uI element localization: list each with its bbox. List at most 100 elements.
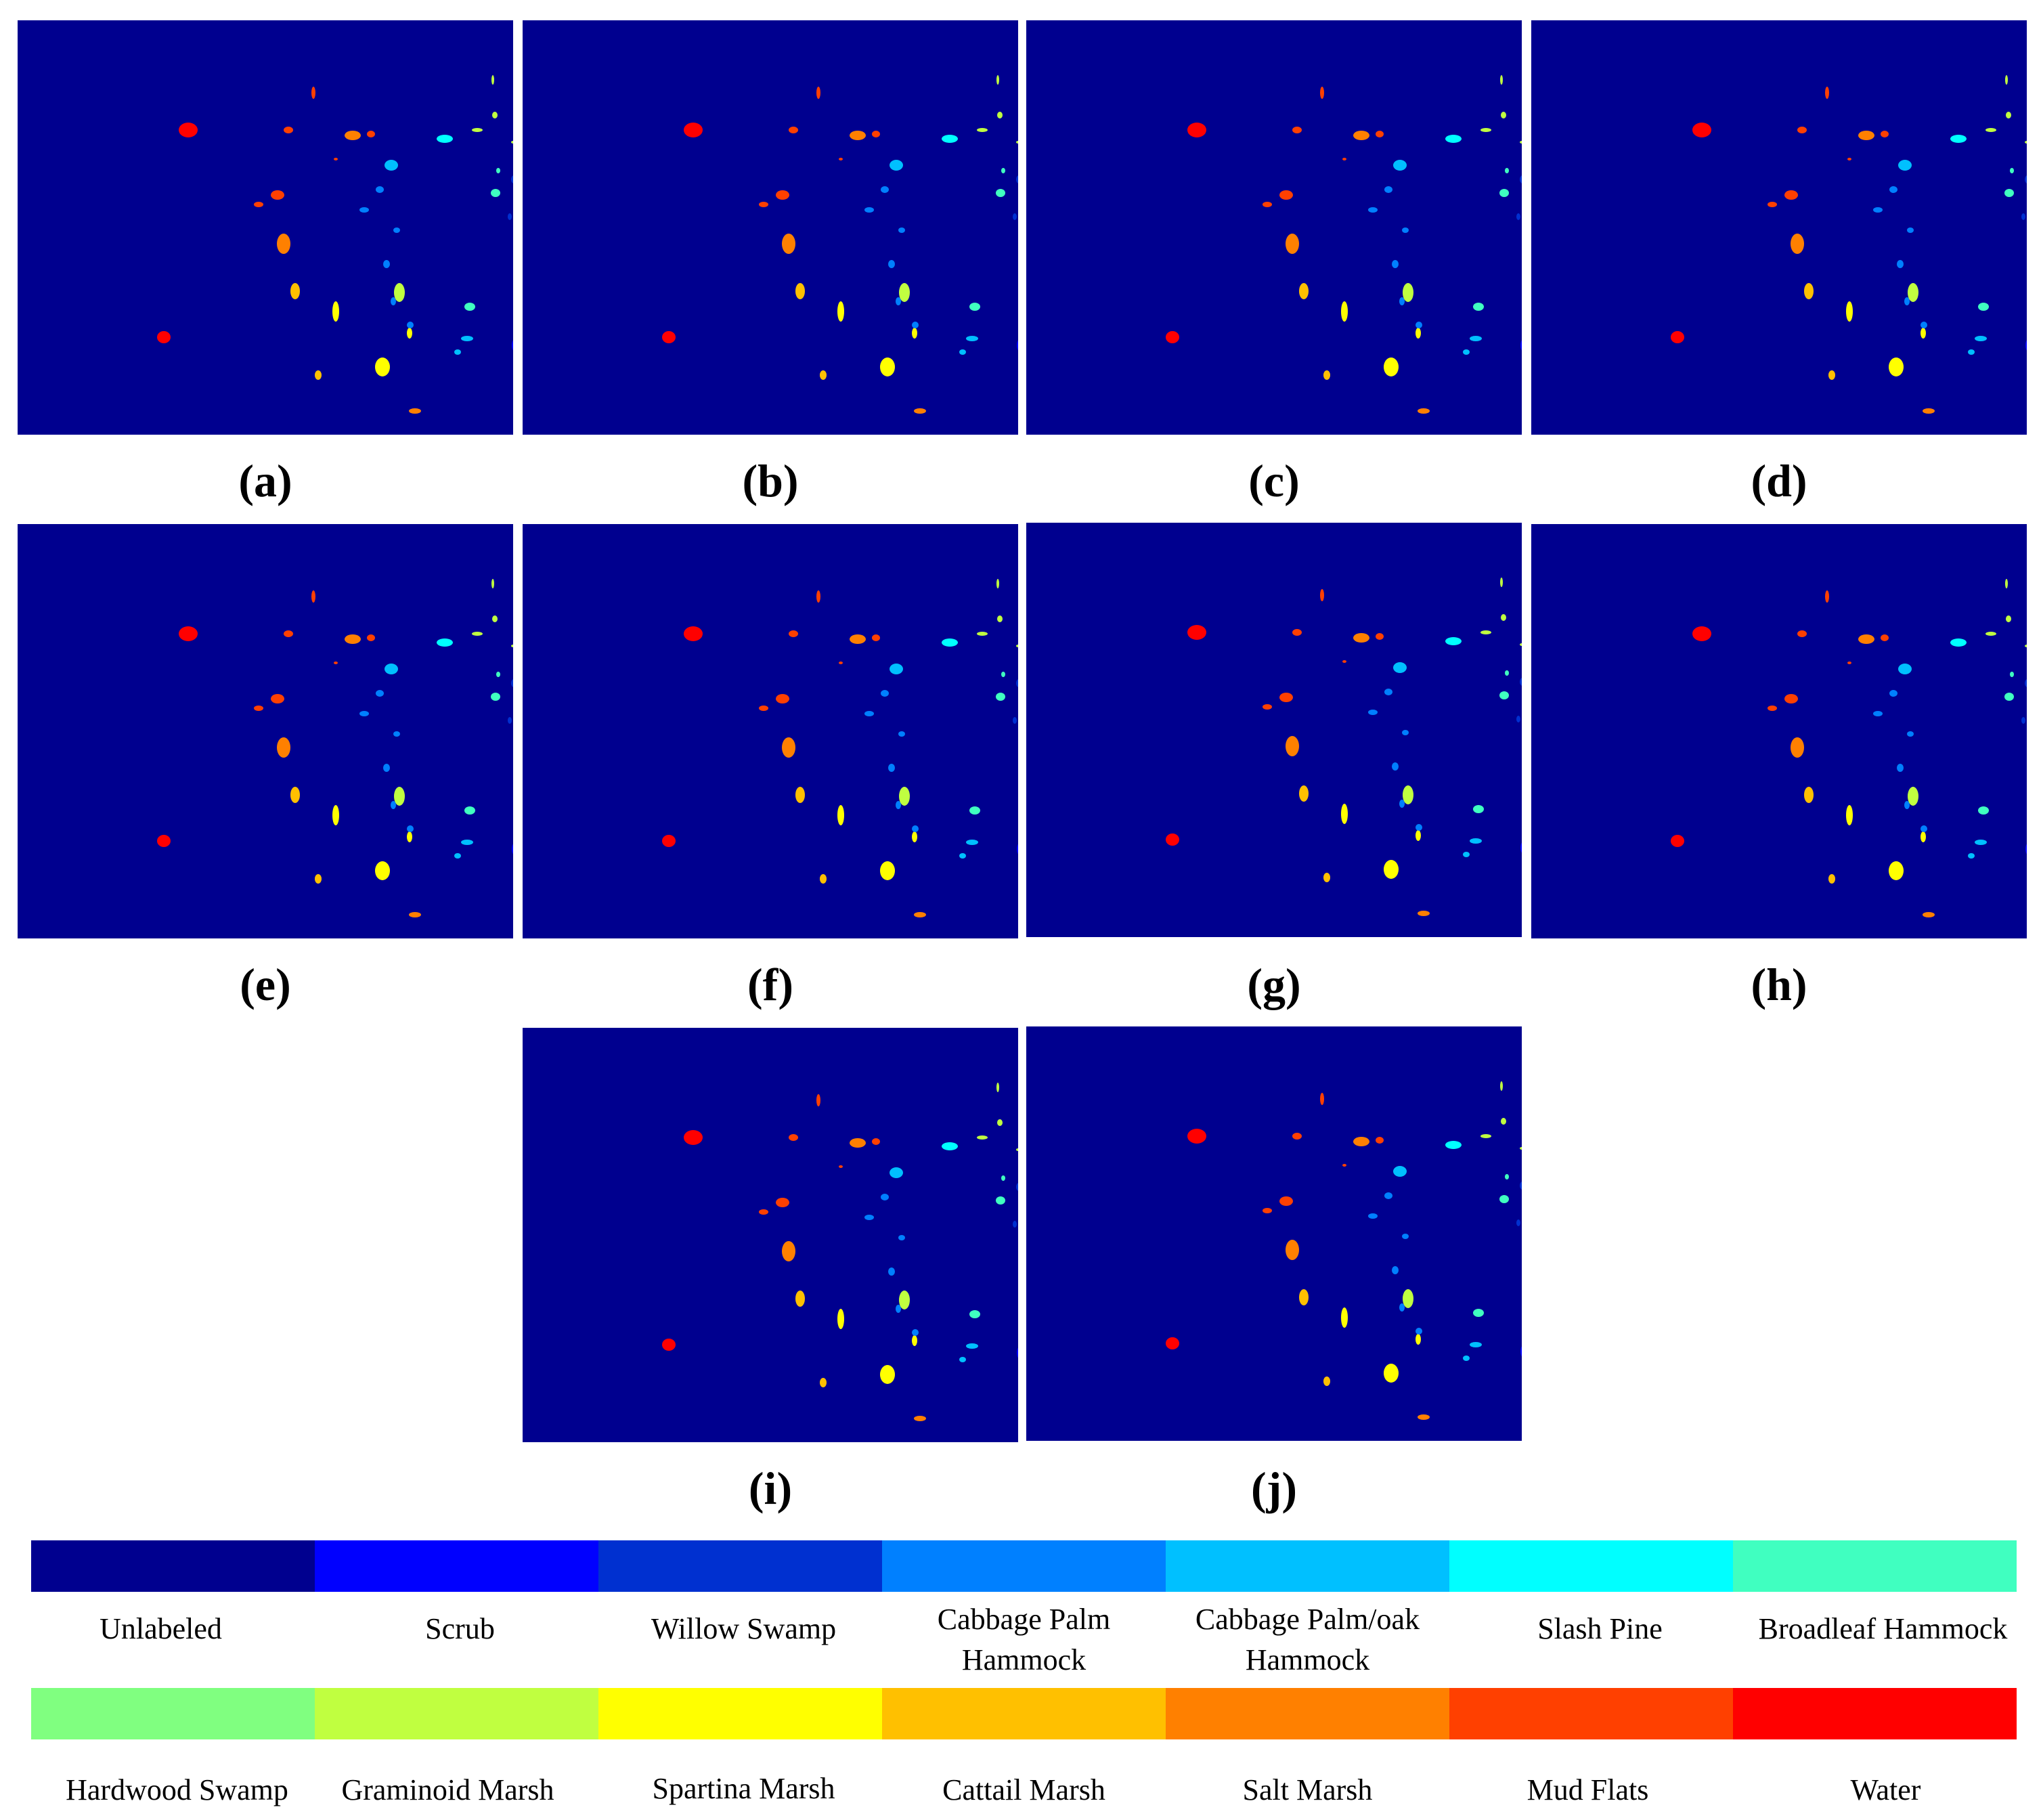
legend-label: Mud Flats xyxy=(1527,1773,1649,1806)
class-region xyxy=(284,630,293,637)
class-region xyxy=(1384,1192,1392,1199)
class-region xyxy=(1828,370,1835,380)
map-blobs xyxy=(662,75,1018,414)
class-region xyxy=(1341,301,1348,322)
class-region xyxy=(759,1209,768,1215)
class-region xyxy=(409,408,421,414)
class-region xyxy=(1299,1289,1309,1305)
classification-map-d xyxy=(1531,20,2027,435)
class-region xyxy=(1263,1208,1272,1213)
class-region xyxy=(359,207,369,213)
class-region xyxy=(1323,1377,1330,1386)
class-region xyxy=(996,1196,1005,1205)
class-region xyxy=(959,1357,966,1362)
class-region xyxy=(899,787,910,806)
class-region xyxy=(996,189,1005,197)
class-region xyxy=(1908,787,1918,806)
class-region xyxy=(1017,844,1018,854)
class-region xyxy=(492,112,498,118)
class-region xyxy=(996,1083,999,1092)
classification-map-i xyxy=(523,1028,1018,1442)
class-region xyxy=(864,207,874,213)
class-region xyxy=(1500,1081,1503,1091)
map-blobs xyxy=(1671,579,2027,917)
class-region xyxy=(1392,260,1399,268)
legend-swatch-row-1 xyxy=(31,1540,2017,1592)
map-blobs xyxy=(1671,75,2027,414)
class-region xyxy=(1500,578,1503,587)
class-region xyxy=(782,1241,795,1261)
class-region xyxy=(332,301,339,322)
class-region xyxy=(896,297,901,305)
class-region xyxy=(1804,283,1814,299)
class-region xyxy=(1393,662,1407,673)
class-region xyxy=(511,645,513,647)
class-region xyxy=(1463,349,1470,355)
class-region xyxy=(512,340,513,351)
class-region xyxy=(1520,643,1522,646)
map-blobs xyxy=(1166,1081,1522,1420)
class-region xyxy=(1292,127,1302,133)
class-region xyxy=(912,825,919,832)
class-region xyxy=(996,579,999,588)
class-region xyxy=(1520,1182,1522,1190)
class-region xyxy=(795,283,805,299)
class-region xyxy=(1923,912,1935,917)
class-region xyxy=(1921,825,1927,832)
class-region xyxy=(997,112,1003,118)
legend-label: Cabbage Palm/oak Hammock xyxy=(1195,1603,1420,1676)
map-blobs xyxy=(662,1083,1018,1421)
class-region xyxy=(898,731,905,737)
class-region xyxy=(1001,1175,1005,1181)
class-region xyxy=(966,840,978,845)
class-region xyxy=(284,127,293,133)
class-region xyxy=(334,158,338,160)
class-region xyxy=(662,835,676,847)
class-region xyxy=(2025,340,2027,351)
panel-label-f: (f) xyxy=(747,959,793,1010)
class-region xyxy=(1898,160,1912,171)
class-region xyxy=(996,693,1005,701)
class-region xyxy=(820,1378,827,1387)
class-region xyxy=(1501,112,1506,118)
class-region xyxy=(1384,1364,1399,1383)
class-region xyxy=(864,711,874,716)
class-region xyxy=(839,662,843,664)
class-region xyxy=(888,764,895,772)
class-region xyxy=(464,806,475,815)
class-region xyxy=(1480,1134,1491,1138)
class-region xyxy=(1847,158,1851,160)
class-region xyxy=(839,1165,843,1168)
classification-map-b xyxy=(523,20,1018,435)
legend-label: Unlabeled xyxy=(100,1612,222,1645)
class-region xyxy=(2005,579,2008,588)
legend-swatch xyxy=(315,1540,598,1592)
class-region xyxy=(1897,764,1904,772)
class-region xyxy=(850,131,866,140)
classification-map-g xyxy=(1026,523,1522,937)
class-region xyxy=(1500,75,1503,85)
class-region xyxy=(1017,1347,1018,1358)
class-region xyxy=(1825,87,1829,99)
class-region xyxy=(1501,1118,1506,1125)
class-region xyxy=(820,874,827,884)
class-region xyxy=(1286,234,1299,254)
class-region xyxy=(776,190,789,200)
class-region xyxy=(1978,303,1989,311)
legend-label: Cabbage Palm Hammock xyxy=(937,1603,1111,1676)
class-region xyxy=(2004,693,2014,701)
class-region xyxy=(1499,691,1509,699)
class-region xyxy=(966,336,978,341)
class-region xyxy=(315,370,322,380)
class-region xyxy=(1399,1303,1405,1312)
class-region xyxy=(1016,645,1018,647)
class-region xyxy=(1520,1346,1522,1357)
class-region xyxy=(1904,801,1910,809)
class-region xyxy=(1166,331,1179,343)
class-region xyxy=(942,135,958,143)
class-region xyxy=(776,694,789,703)
class-region xyxy=(912,1329,919,1336)
class-region xyxy=(290,787,300,803)
class-region xyxy=(890,1167,903,1178)
class-region xyxy=(1470,336,1482,341)
